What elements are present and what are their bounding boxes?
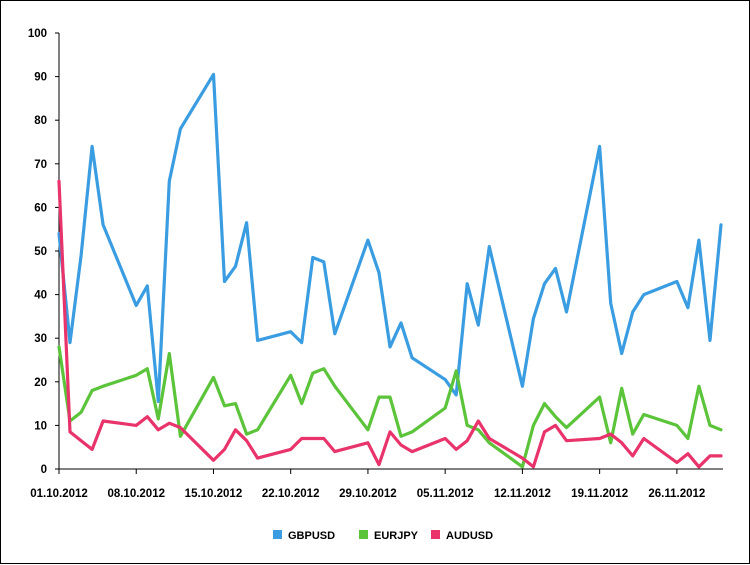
y-tick-label: 0 bbox=[41, 464, 47, 476]
y-tick-label: 100 bbox=[28, 28, 47, 40]
y-tick-label: 70 bbox=[34, 159, 47, 171]
legend-label-eurjpy: EURJPY bbox=[374, 530, 419, 542]
series-line-audusd bbox=[59, 181, 721, 467]
legend: GBPUSD EURJPY AUDUSD bbox=[273, 530, 493, 542]
legend-label-audusd: AUDUSD bbox=[446, 530, 493, 542]
x-tick-label: 15.10.2012 bbox=[185, 488, 243, 500]
legend-swatch-audusd bbox=[431, 530, 440, 539]
y-tick-label: 40 bbox=[34, 290, 47, 302]
y-tick-label: 10 bbox=[34, 420, 47, 432]
y-tick-label: 60 bbox=[34, 202, 47, 214]
x-tick-label: 19.11.2012 bbox=[571, 488, 628, 500]
y-tick-label: 20 bbox=[34, 377, 47, 389]
x-tick-label: 22.10.2012 bbox=[262, 488, 320, 500]
series-lines bbox=[59, 74, 721, 467]
x-tick-label: 12.11.2012 bbox=[494, 488, 551, 500]
y-tick-label: 50 bbox=[34, 246, 47, 258]
legend-swatch-gbpusd bbox=[273, 530, 282, 539]
x-tick-label: 08.10.2012 bbox=[107, 488, 165, 500]
x-axis-tick-labels: 01.10.2012 08.10.2012 15.10.2012 22.10.2012… bbox=[30, 488, 705, 500]
x-tick-label: 29.10.2012 bbox=[339, 488, 397, 500]
x-tick-label: 05.11.2012 bbox=[417, 488, 474, 500]
legend-label-gbpusd: GBPUSD bbox=[288, 530, 335, 542]
y-axis-tick-labels: 0 10 20 30 40 50 60 70 80 90 100 bbox=[28, 28, 47, 476]
y-tick-label: 90 bbox=[34, 72, 47, 84]
series-line-eurjpy bbox=[59, 347, 721, 467]
legend-swatch-eurjpy bbox=[359, 530, 368, 539]
y-tick-label: 30 bbox=[34, 333, 47, 345]
x-tick-label: 26.11.2012 bbox=[648, 488, 705, 500]
y-tick-label: 80 bbox=[34, 115, 47, 127]
x-tick-label: 01.10.2012 bbox=[30, 488, 88, 500]
series-line-gbpusd bbox=[59, 74, 721, 401]
